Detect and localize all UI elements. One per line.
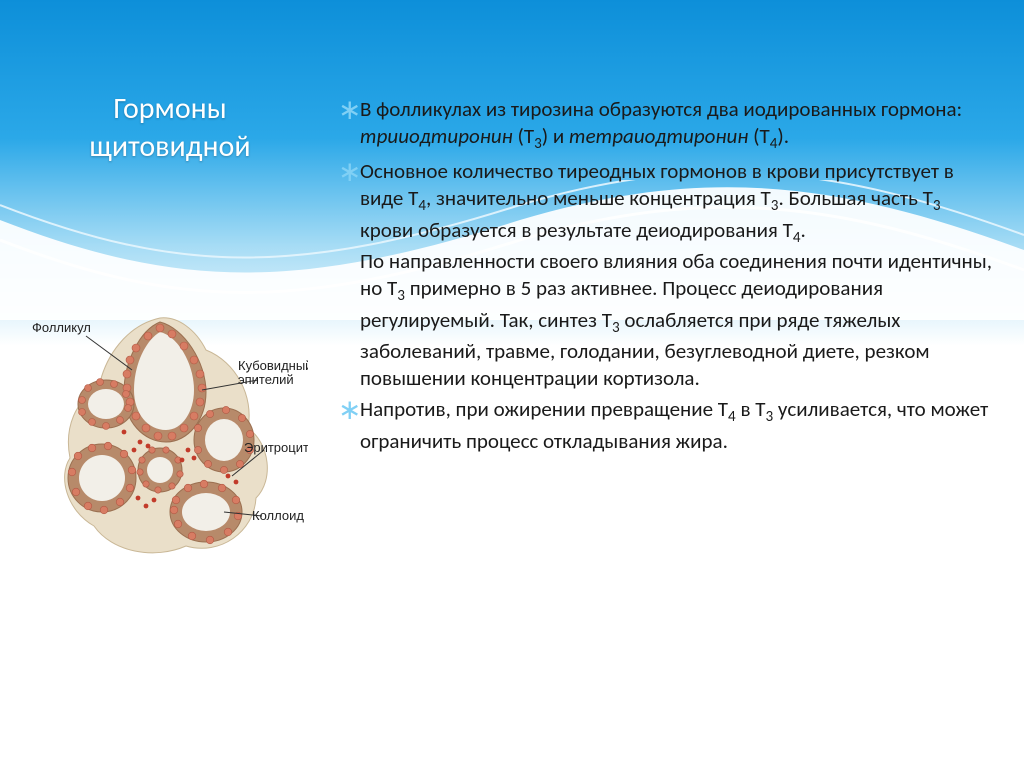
bullet-3-text: Напротив, при ожирении превращение Т4 в … bbox=[360, 396, 998, 454]
label-colloid: Коллоид bbox=[252, 508, 304, 523]
b2s6: 3 bbox=[612, 319, 620, 337]
b2s3: 3 bbox=[933, 197, 941, 215]
b1-mid2: ) и bbox=[542, 123, 569, 149]
bullet-1-text: В фолликулах из тирозина образуются два … bbox=[360, 96, 998, 154]
bullet-1: ∗ В фолликулах из тирозина образуются дв… bbox=[338, 96, 998, 154]
bullet-2: ∗ Основное количество тиреодных гормонов… bbox=[338, 158, 998, 392]
label-epithelium-l2: эпителий bbox=[238, 372, 294, 387]
label-erythrocytes: Эритроциты bbox=[244, 440, 308, 455]
b2d: крови образуется в результате деиодирова… bbox=[360, 217, 793, 243]
b2s4: 4 bbox=[793, 229, 801, 247]
b1-it2: тетраиодтиронин bbox=[569, 123, 748, 149]
b1-end: ). bbox=[777, 123, 789, 149]
title-line-2: щитовидной bbox=[40, 128, 300, 166]
title-line-1: Гормоны bbox=[40, 90, 300, 128]
b2c: . Большая часть Т bbox=[778, 185, 932, 211]
content-area: ∗ В фолликулах из тирозина образуются дв… bbox=[338, 96, 998, 459]
label-follicle: Фолликул bbox=[32, 320, 91, 335]
b1-mid3: (Т bbox=[748, 123, 769, 149]
bullet-star-icon: ∗ bbox=[338, 158, 360, 186]
label-epithelium-l1: Кубовидный bbox=[238, 358, 308, 373]
b1-sub1: 3 bbox=[534, 135, 542, 153]
b2s5: 3 bbox=[397, 287, 405, 305]
b2e: . bbox=[801, 217, 806, 243]
b1-it1: трииодтиронин bbox=[360, 123, 513, 149]
b3a: Напротив, при ожирении превращение Т bbox=[360, 396, 728, 422]
b3b: в Т bbox=[736, 396, 766, 422]
b2s1: 4 bbox=[418, 197, 426, 215]
slide-title: Гормоны щитовидной bbox=[40, 90, 300, 165]
follicle-diagram: Фолликул Кубовидный эпителий Эритроциты … bbox=[28, 300, 308, 570]
b1-mid1: (Т bbox=[513, 123, 534, 149]
slide: Гормоны щитовидной bbox=[0, 0, 1024, 768]
bullet-3: ∗ Напротив, при ожирении превращение Т4 … bbox=[338, 396, 998, 454]
b1-pre: В фолликулах из тирозина образуются два … bbox=[360, 96, 962, 122]
bullet-star-icon: ∗ bbox=[338, 396, 360, 424]
bullet-2-text: Основное количество тиреодных гормонов в… bbox=[360, 158, 998, 392]
bullet-star-icon: ∗ bbox=[338, 96, 360, 124]
b2b: , значительно меньше концентрация Т bbox=[426, 185, 771, 211]
b3s1: 4 bbox=[728, 408, 736, 426]
